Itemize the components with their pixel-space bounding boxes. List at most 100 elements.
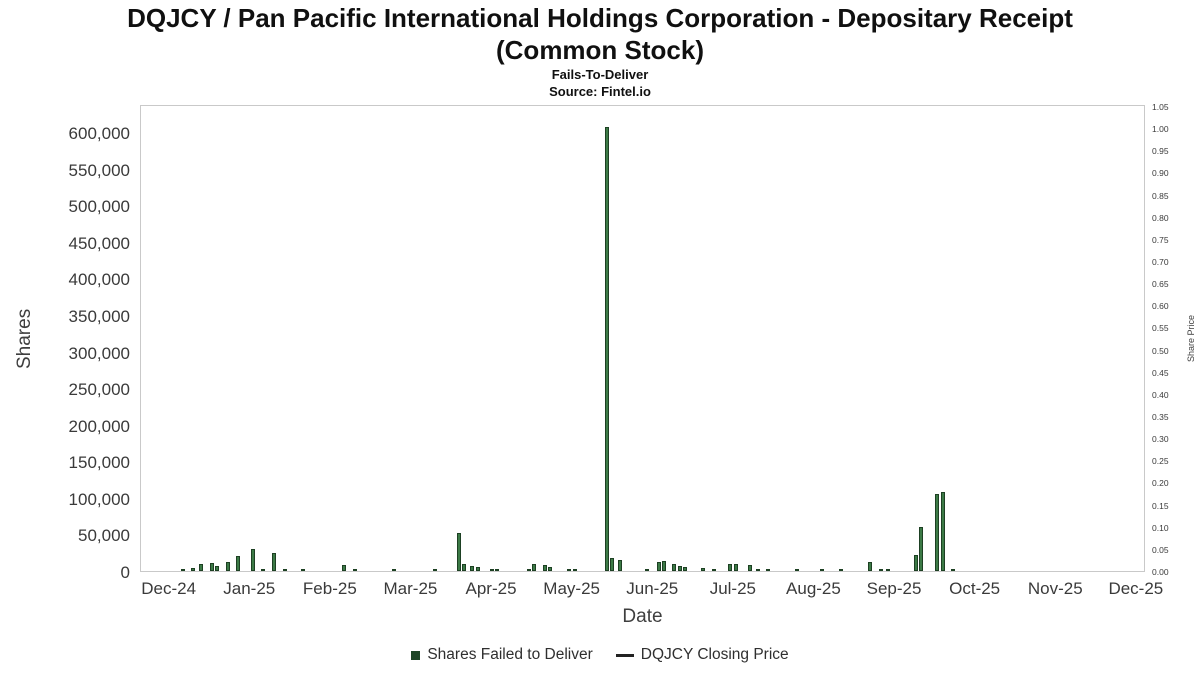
ftd-bar [261,569,266,571]
ftd-bar [199,564,204,571]
ftd-bar [940,491,945,571]
y-axis-tick-price: 0.85 [1152,190,1169,201]
y-axis-tick-price: 0.50 [1152,345,1169,356]
chart-source-note: Source: Fintel.io [549,84,651,99]
ftd-bar [250,549,255,571]
chart-title-line2: (Common Stock) [496,35,704,66]
ftd-bar [838,569,843,571]
x-axis-tick-month: Aug-25 [786,579,841,598]
y-axis-tick-price: 0.15 [1152,500,1169,511]
ftd-bar [191,568,196,571]
x-axis-tick-month: Jul-25 [709,579,756,598]
y-axis-tick-shares: 150,000 [68,453,130,473]
x-axis-tick-month: Feb-25 [302,579,357,598]
ftd-bar [919,527,924,571]
chart-subtitle: Fails-To-Deliver [551,67,649,82]
ftd-bar [656,562,661,571]
ftd-bar [935,494,940,571]
ftd-bar [605,126,609,571]
ftd-bar [820,569,825,571]
y-axis-tick-shares: 550,000 [68,160,130,180]
ftd-bar [548,567,553,571]
x-axis-tick-month: Nov-25 [1027,579,1083,598]
x-axis-label-date: Date [622,606,663,627]
ftd-bar [951,569,956,571]
ftd-bar [433,569,438,571]
x-axis-tick-month: Apr-25 [465,579,517,598]
ftd-bar [236,556,241,571]
ftd-bar [610,557,615,571]
ftd-bar [527,569,532,571]
y-axis-tick-price: 0.55 [1152,323,1169,334]
y-axis-tick-price: 0.70 [1152,257,1169,267]
ftd-bar [470,565,475,571]
ftd-bar [566,569,571,571]
x-axis-tick-month: Jan-25 [223,579,276,598]
ftd-bar [672,563,677,571]
ftd-bar [867,561,872,571]
y-axis-tick-price: 0.25 [1152,456,1169,467]
ftd-bar [886,569,891,571]
y-axis-tick-price: 0.30 [1152,434,1169,445]
ftd-bar [682,567,687,571]
ftd-bar [272,553,277,571]
y-axis-tick-price: 0.40 [1152,389,1169,400]
ftd-bar [457,532,461,571]
y-axis-tick-price: 0.05 [1152,544,1169,555]
legend-bar-label: Shares Failed to Deliver [427,646,593,663]
ftd-bar [573,569,578,571]
x-axis-tick-month: Oct-25 [949,579,1001,598]
ftd-bar [712,568,717,571]
ftd-bar [618,560,623,571]
legend-line-swatch [615,653,634,657]
y-axis-tick-price: 0.20 [1152,478,1169,489]
ftd-bar [342,565,347,571]
y-axis-tick-price: 0.45 [1152,367,1169,378]
y-axis-tick-shares: 450,000 [68,233,130,253]
ftd-bar [180,569,185,571]
chart-title: DQJCY / Pan Pacific International Holdin… [0,2,1200,66]
y-axis-tick-shares: 100,000 [68,489,130,509]
y-axis-tick-shares: 50,000 [78,526,130,546]
y-axis-tick-shares: 250,000 [68,380,130,400]
ftd-bar [755,569,760,571]
ftd-bar [701,568,706,571]
y-axis-tick-shares: 600,000 [68,124,130,143]
ftd-bar [661,561,666,571]
y-axis-tick-price: 0.00 [1152,567,1169,577]
y-axis-tick-price: 0.10 [1152,522,1169,533]
ftd-bar [209,563,214,571]
chart-title-line1: DQJCY / Pan Pacific International Holdin… [127,3,1073,33]
ftd-bar [475,566,480,571]
ftd-bar [747,565,752,571]
ftd-bar [532,564,537,571]
y-axis-tick-price: 0.65 [1152,279,1169,290]
y-axis-tick-price: 0.90 [1152,168,1169,179]
y-axis-tick-price: 0.60 [1152,301,1169,312]
ftd-bar [677,565,682,571]
ftd-bar [462,563,467,571]
ftd-bar [795,569,800,571]
ftd-bar [282,569,287,571]
legend: Shares Failed to Deliver DQJCY Closing P… [0,646,1200,664]
y-axis-tick-shares: 350,000 [68,306,130,326]
ftd-bar [225,562,230,571]
ftd-bar [914,554,919,571]
plot-area [140,105,1145,572]
ftd-bar [392,569,397,571]
x-axis-tick-month: Dec-25 [1108,579,1164,598]
ftd-bar [215,566,220,571]
ftd-bar [301,569,306,571]
y-axis-tick-shares: 300,000 [68,343,130,363]
y-axis-tick-price: 1.05 [1152,102,1169,112]
y-axis-tick-price: 0.35 [1152,412,1169,422]
ftd-bar [542,565,547,571]
x-axis-tick-month: Mar-25 [383,579,438,598]
x-axis-tick-month: Dec-24 [141,579,197,598]
y-axis-tick-price: 0.80 [1152,212,1169,223]
y-axis-tick-price: 0.75 [1152,234,1169,245]
x-axis-tick-month: Jun-25 [626,579,679,598]
y-axis-tick-price: 1.00 [1152,124,1169,135]
ftd-bar [766,569,771,571]
